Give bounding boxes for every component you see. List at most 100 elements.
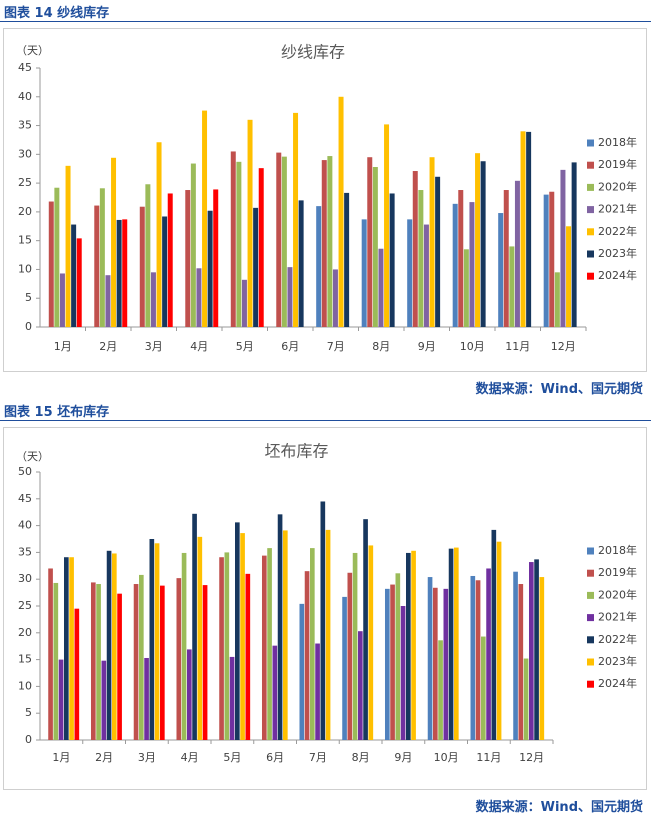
x-tick-label: 10月 [434,751,459,764]
bar-2020年 [554,272,560,327]
bar-2022年 [338,96,344,327]
x-tick-label: 7月 [327,340,345,353]
x-tick-label: 8月 [372,340,390,353]
x-tick-label: 10月 [460,340,485,353]
bar-2023年 [207,210,213,327]
legend-swatch [587,680,594,688]
bar-2020年 [96,584,101,740]
legend-entry: 2018年 [598,543,637,557]
bar-2020年 [509,246,515,327]
bar-2022年 [491,529,497,740]
x-tick-label: 8月 [352,751,370,764]
y-tick-label: 45 [18,492,32,505]
legend-entry: 2021年 [598,610,637,624]
bar-2020年 [395,573,401,740]
bar-2024年 [160,585,165,740]
bar-2020年 [267,548,272,740]
x-tick-label: 7月 [309,751,327,764]
legend-entry: 2019年 [598,565,637,579]
bar-2020年 [145,184,151,327]
x-tick-label: 2月 [99,340,117,353]
figure-1-rule [0,21,651,22]
bar-2022年 [363,519,368,740]
bar-2019年 [304,571,310,740]
bar-2022年 [247,119,253,327]
bar-2023年 [154,543,160,740]
bar-2020年 [327,156,333,327]
bar-2019年 [347,572,353,740]
bar-2020年 [463,249,469,327]
legend-swatch [587,228,594,236]
bar-2023年 [571,162,577,327]
y-tick-label: 25 [18,599,32,612]
x-tick-label: 6月 [281,340,299,353]
bar-2023年 [197,536,203,740]
legend-swatch [587,272,594,280]
bar-2022年 [277,514,283,740]
y-tick-label: 0 [25,733,32,746]
y-tick-label: 40 [18,519,32,532]
bar-2024年 [167,193,173,327]
bar-2021年 [443,588,449,740]
bar-2018年 [384,588,390,740]
bar-2019年 [458,190,464,327]
bar-2024年 [74,608,80,740]
bar-2018年 [543,194,549,327]
bar-2018年 [361,219,367,327]
bar-2022年 [475,153,481,327]
bar-2020年 [352,552,358,740]
bar-2023年 [526,131,532,327]
bar-2019年 [518,584,524,740]
y-tick-label: 30 [18,147,32,160]
y-tick-label: 5 [25,706,32,719]
bar-2021年 [105,275,111,327]
x-tick-label: 4月 [190,340,208,353]
y-tick-label: 10 [18,262,32,275]
x-tick-label: 12月 [519,751,544,764]
bar-2023年 [539,577,545,740]
bar-2023年 [435,176,441,327]
bar-2018年 [498,213,504,327]
bar-2018年 [452,203,458,327]
bar-2021年 [469,202,475,327]
y-tick-label: 15 [18,234,32,247]
bar-2020年 [418,190,424,327]
figure-2-rule [0,420,651,421]
bar-2024年 [245,573,251,740]
bar-2021年 [560,169,566,327]
bar-2020年 [438,640,443,740]
bar-2023年 [162,216,168,327]
bar-2019年 [261,555,267,740]
bar-2022年 [65,165,71,327]
bar-2018年 [513,571,518,740]
bar-2024年 [76,238,82,327]
bar-2022年 [156,142,162,327]
bar-2023年 [325,529,331,740]
x-tick-label: 1月 [52,751,70,764]
y-tick-label: 10 [18,679,32,692]
bar-2023年 [298,200,304,327]
x-tick-label: 11月 [505,340,530,353]
bar-2022年 [111,157,117,327]
bar-2019年 [94,205,100,327]
bar-2019年 [432,587,438,740]
bar-2023年 [411,550,416,740]
bar-2019年 [48,568,53,740]
y-tick-label: 15 [18,653,32,666]
x-tick-label: 9月 [418,340,436,353]
figure-2-source: 数据来源：Wind、国元期货 [475,800,643,815]
bar-2019年 [321,160,327,327]
bar-2021年 [514,180,520,327]
legend-swatch [587,250,594,258]
bar-2018年 [316,206,322,327]
bar-2019年 [549,191,555,327]
bar-2019年 [230,151,236,327]
x-tick-label: 5月 [223,751,241,764]
legend-swatch [587,547,594,555]
bar-2022年 [293,112,299,327]
bar-2021年 [58,659,64,740]
bar-2023年 [112,553,117,740]
bar-2018年 [470,575,476,740]
legend-swatch [587,569,594,577]
legend-swatch [587,636,594,644]
